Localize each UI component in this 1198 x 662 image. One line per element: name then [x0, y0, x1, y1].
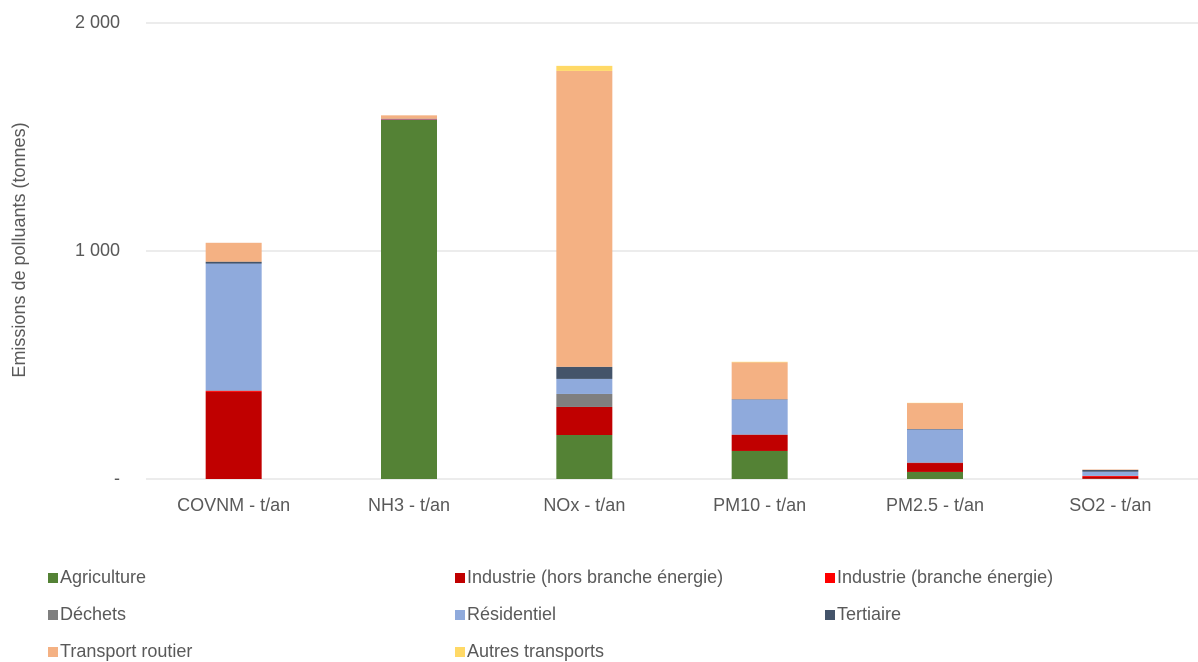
y-tick-label: -	[114, 468, 120, 488]
x-tick-label: COVNM - t/an	[177, 495, 290, 515]
bar-segment	[205, 242, 262, 262]
legend-label: Transport routier	[60, 641, 192, 661]
bar-segment	[556, 406, 613, 435]
bar-segment	[1082, 471, 1139, 476]
x-tick-label: PM10 - t/an	[713, 495, 806, 515]
bar-segment	[731, 362, 788, 400]
bar-segment	[556, 434, 613, 479]
x-tick-label: SO2 - t/an	[1069, 495, 1151, 515]
legend-label: Agriculture	[60, 567, 146, 587]
bar-segment	[556, 70, 613, 367]
bar-segment	[381, 115, 437, 119]
bar-segment	[907, 403, 963, 430]
bar-segment	[907, 471, 963, 479]
legend-swatch	[455, 647, 465, 657]
legend-label: Autres transports	[467, 641, 604, 661]
bar-segment	[1082, 469, 1139, 472]
bar-segment	[205, 261, 262, 264]
bar-segment	[731, 450, 788, 479]
legend-label: Résidentiel	[467, 604, 556, 624]
bar-segment	[556, 378, 613, 394]
legend-swatch	[455, 610, 465, 620]
legend-swatch	[825, 610, 835, 620]
bar-segment	[381, 119, 437, 480]
bar-segment	[907, 463, 963, 472]
bar-segment	[556, 65, 613, 71]
x-tick-label: NH3 - t/an	[368, 495, 450, 515]
legend-swatch	[48, 610, 58, 620]
y-tick-label: 2 000	[75, 12, 120, 32]
bar-segment	[205, 391, 262, 479]
bar-segment	[1082, 476, 1139, 479]
legend-label: Déchets	[60, 604, 126, 624]
x-tick-label: NOx - t/an	[543, 495, 625, 515]
legend-swatch	[455, 573, 465, 583]
x-tick-label: PM2.5 - t/an	[886, 495, 984, 515]
legend-swatch	[825, 573, 835, 583]
bar-segment	[1082, 476, 1139, 477]
bar-segment	[205, 390, 262, 392]
legend-swatch	[48, 647, 58, 657]
legend-swatch	[48, 573, 58, 583]
y-axis-label: Emissions de polluants (tonnes)	[9, 122, 29, 377]
bar-segment	[907, 429, 963, 463]
bar-segment	[731, 434, 788, 451]
bar-segment	[205, 263, 262, 391]
bar-segment	[731, 399, 788, 435]
legend-label: Tertiaire	[837, 604, 901, 624]
legend-label: Industrie (hors branche énergie)	[467, 567, 723, 587]
legend-label: Industrie (branche énergie)	[837, 567, 1053, 587]
bar-segment	[556, 366, 613, 379]
y-tick-label: 1 000	[75, 240, 120, 260]
bar-segment	[556, 393, 613, 407]
